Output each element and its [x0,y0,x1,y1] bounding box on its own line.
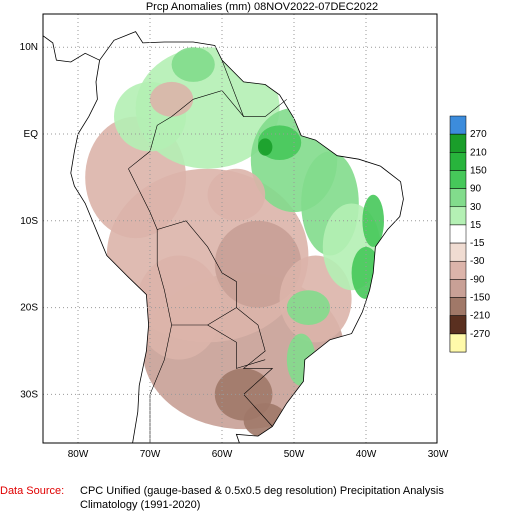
anomaly-region [171,47,215,82]
colorbar-label: -150 [470,293,490,304]
borders [128,60,287,443]
colorbar-label: 90 [470,184,482,195]
colorbar-swatch [449,188,467,208]
colorbar-swatch [449,315,467,335]
lat-label: 10S [20,216,38,227]
colorbar-label: 210 [470,147,487,158]
lat-label: EQ [24,129,39,140]
lon-label: 30W [428,449,449,460]
source-text: CPC Unified (gauge-based & 0.5x0.5 deg r… [80,485,444,497]
colorbar-swatch [449,279,467,298]
border [221,60,244,117]
colorbar-label: 150 [470,165,487,176]
coastline [43,31,404,443]
anomaly-region [258,138,273,156]
lat-label: 20S [20,303,38,314]
lat-label: 30S [20,389,38,400]
colorbar-label: 30 [470,202,482,213]
border [149,324,172,443]
lon-label: 60W [212,449,233,460]
border [207,324,266,369]
colorbar-label: 15 [470,220,482,231]
source-label: Data Source: [0,485,64,497]
colorbar-label: 270 [470,129,487,140]
map-frame [42,13,438,444]
colorbar-swatch [449,224,467,244]
colorbar-label: -30 [470,256,485,267]
colorbar-swatch [449,206,467,226]
lat-label: 10N [20,42,38,53]
colorbar-swatch [449,260,467,280]
map-area [43,14,437,443]
anomaly-region [286,290,330,325]
colorbar-swatch [449,297,467,316]
anomaly-region [362,194,385,247]
colorbar-swatch [449,333,467,353]
lon-label: 70W [140,449,161,460]
lon-label: 50W [284,449,305,460]
colorbar-swatch [449,170,467,189]
colorbar-swatch [449,152,467,171]
colorbar-label: -270 [470,329,490,340]
anomaly-region [207,168,266,221]
grid [43,14,437,443]
border [128,90,287,169]
anomaly-region [150,81,194,117]
colorbar-label: -210 [470,311,490,322]
anomaly-region [135,255,222,360]
map-title: Prcp Anomalies (mm) 08NOV2022-07DEC2022 [146,1,378,13]
colorbar-swatch [449,115,467,135]
colorbar: 270 210 150 90 30 15 -15 -30 -90 -150 -210 -270 [449,115,490,353]
colorbar-label: -90 [470,274,485,285]
border [128,168,274,427]
axis-labels: 10N EQ 10S 20S 30S 80W 70W 60W 50W 40W 30W [20,42,449,460]
lon-label: 40W [356,449,377,460]
climatology: Climatology (1991-2020) [80,499,200,511]
colorbar-swatch [449,242,467,262]
colorbar-label: -15 [470,238,485,249]
lon-label: 80W [68,449,89,460]
colorbar-swatch [449,133,467,153]
